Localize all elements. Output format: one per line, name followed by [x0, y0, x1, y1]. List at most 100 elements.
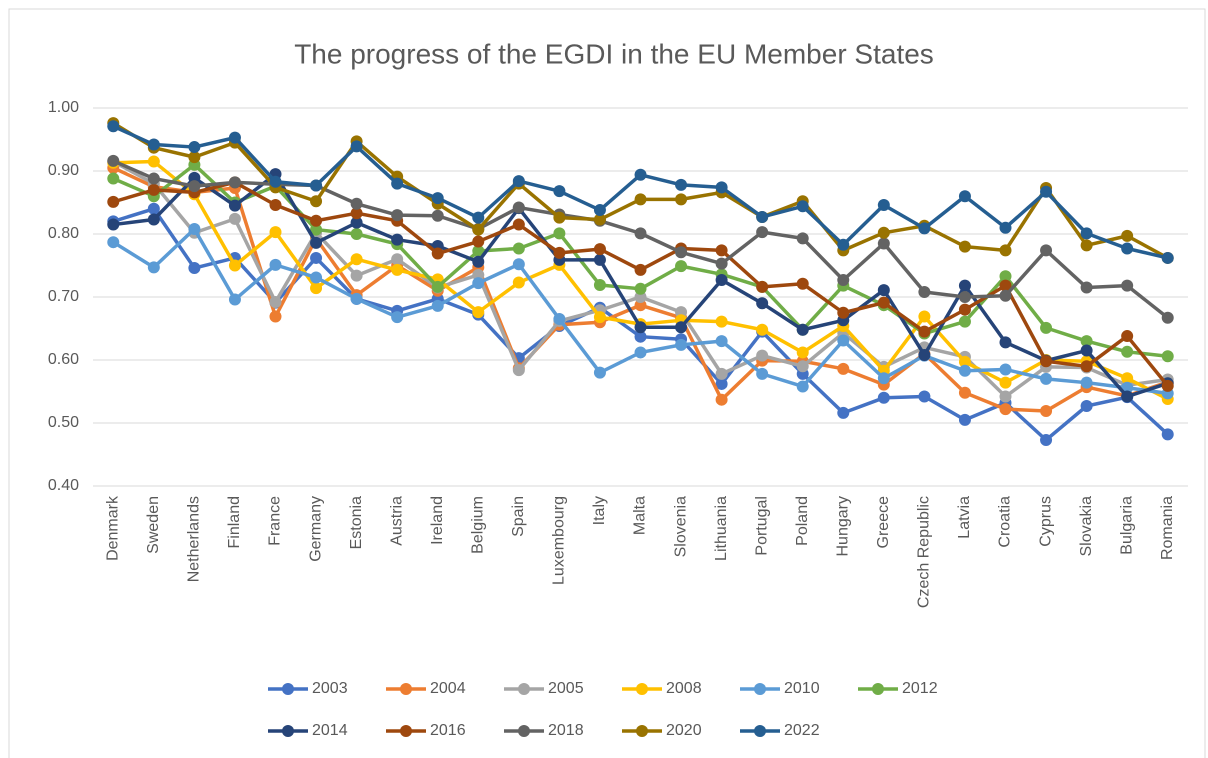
data-point [958, 413, 971, 426]
data-point [999, 403, 1012, 416]
data-point [796, 277, 809, 290]
legend-marker [636, 683, 648, 695]
data-point [472, 223, 485, 236]
data-point [958, 190, 971, 203]
x-tick-label: Sweden [145, 496, 162, 554]
data-point [715, 273, 728, 286]
data-point [431, 247, 444, 260]
legend-label: 2005 [548, 680, 584, 697]
data-point [431, 192, 444, 205]
data-point [553, 313, 566, 326]
data-point [107, 120, 120, 133]
data-point [553, 246, 566, 259]
data-point [756, 297, 769, 310]
data-point [756, 323, 769, 336]
data-point [107, 154, 120, 167]
x-tick-label: Portugal [753, 496, 770, 556]
data-point [1121, 242, 1134, 255]
data-point [228, 199, 241, 212]
data-point [918, 325, 931, 338]
data-point [512, 242, 525, 255]
data-point [1080, 376, 1093, 389]
data-point [1040, 405, 1053, 418]
data-point [1080, 281, 1093, 294]
data-point [228, 259, 241, 272]
data-point [999, 363, 1012, 376]
x-tick-label: Ireland [429, 496, 446, 545]
data-point [472, 277, 485, 290]
legend-marker [872, 683, 884, 695]
y-tick-label: 0.70 [48, 288, 79, 305]
data-point [877, 372, 890, 385]
legend-label: 2014 [312, 722, 348, 739]
legend-marker [400, 683, 412, 695]
data-point [553, 211, 566, 224]
x-tick-label: Romania [1159, 496, 1176, 560]
data-point [918, 390, 931, 403]
data-point [188, 151, 201, 164]
data-point [269, 296, 282, 309]
data-point [269, 199, 282, 212]
data-point [593, 204, 606, 217]
x-tick-label: Latvia [956, 496, 973, 539]
y-tick-label: 0.80 [48, 225, 79, 242]
data-point [391, 177, 404, 190]
data-point [1040, 321, 1053, 334]
legend-label: 2020 [666, 722, 702, 739]
data-point [310, 179, 323, 192]
data-point [310, 282, 323, 295]
data-point [512, 175, 525, 188]
x-tick-label: Belgium [469, 496, 486, 554]
data-point [715, 335, 728, 348]
data-point [472, 245, 485, 258]
data-point [756, 210, 769, 223]
data-point [188, 262, 201, 275]
data-point [553, 227, 566, 240]
legend-marker [754, 683, 766, 695]
x-tick-label: Spain [510, 496, 527, 537]
data-point [675, 260, 688, 273]
data-point [350, 207, 363, 220]
data-point [877, 284, 890, 297]
legend-marker [518, 725, 530, 737]
data-point [1161, 251, 1174, 264]
data-point [472, 306, 485, 319]
data-point [715, 315, 728, 328]
data-point [147, 183, 160, 196]
data-point [553, 185, 566, 198]
data-point [796, 323, 809, 336]
data-point [715, 257, 728, 270]
data-point [675, 193, 688, 206]
data-point [999, 244, 1012, 257]
data-point [107, 218, 120, 231]
data-point [1080, 227, 1093, 240]
data-point [1040, 372, 1053, 385]
x-tick-label: Greece [875, 496, 892, 549]
data-point [269, 258, 282, 271]
data-point [431, 280, 444, 293]
x-tick-label: Austria [388, 496, 405, 546]
x-tick-label: Poland [794, 496, 811, 546]
data-point [107, 236, 120, 249]
data-point [228, 176, 241, 189]
data-point [1161, 379, 1174, 392]
data-point [837, 334, 850, 347]
data-point [999, 270, 1012, 283]
data-point [999, 289, 1012, 302]
data-point [675, 338, 688, 351]
data-point [107, 172, 120, 185]
data-point [228, 293, 241, 306]
data-point [1121, 229, 1134, 242]
data-point [147, 172, 160, 185]
data-point [391, 233, 404, 246]
data-point [715, 377, 728, 390]
data-point [310, 195, 323, 208]
data-point [350, 216, 363, 229]
x-tick-label: Slovakia [1078, 496, 1095, 557]
data-point [350, 253, 363, 266]
data-point [634, 168, 647, 181]
data-point [431, 209, 444, 222]
data-point [310, 236, 323, 249]
data-point [877, 226, 890, 239]
